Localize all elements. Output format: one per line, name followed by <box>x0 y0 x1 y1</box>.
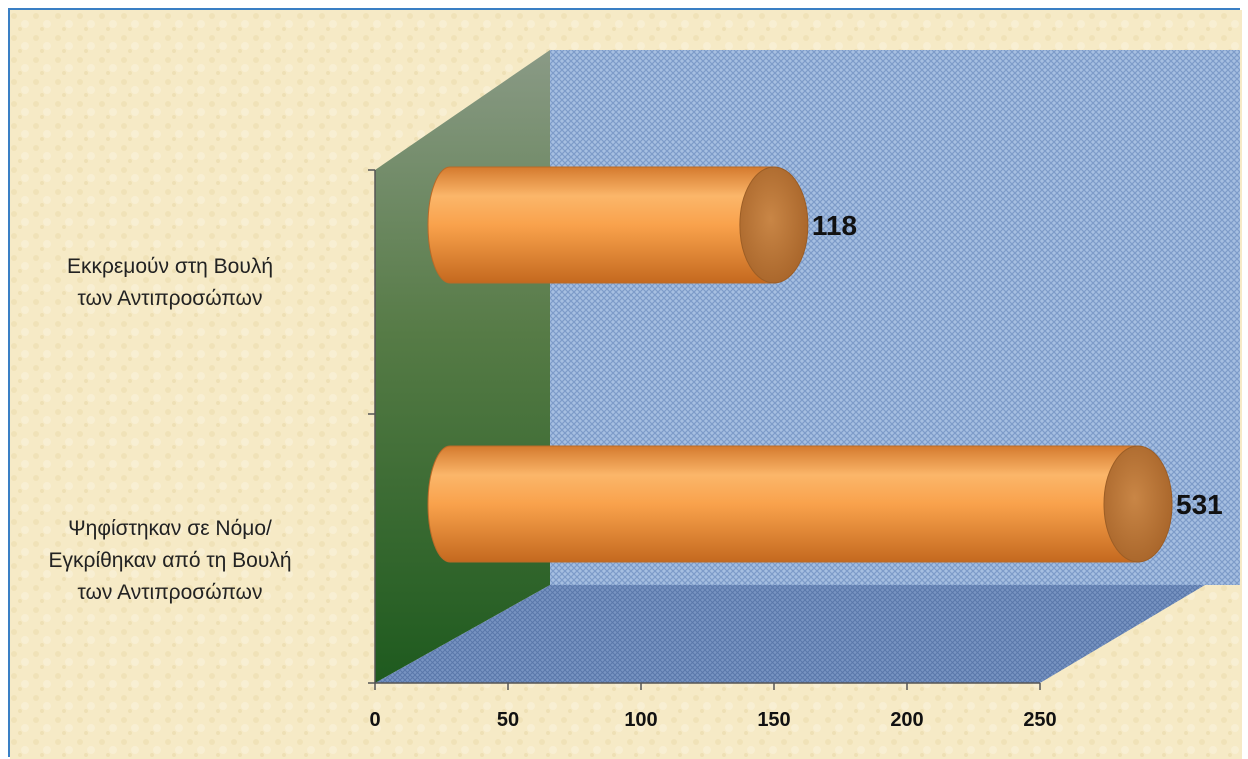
category-label-line: Ψηφίστηκαν σε Νόμο/ <box>68 517 272 540</box>
bar-end-cap <box>1103 445 1173 563</box>
data-label: 531 <box>1176 489 1223 520</box>
category-label-line: των Αντιπροσώπων <box>78 287 263 310</box>
category-label: Ψηφίστηκαν σε Νόμο/Εγκρίθηκαν από τη Βου… <box>49 517 292 604</box>
bar-0: 118 <box>427 166 857 284</box>
chart-frame: 0 50 100 150 200 250 118 531 Εκκρεμούν στη Βου… <box>8 8 1242 759</box>
x-tick-label: 100 <box>624 709 657 731</box>
x-tick-label: 250 <box>1023 709 1056 731</box>
data-label: 118 <box>812 210 857 241</box>
bar-1: 531 <box>427 445 1223 563</box>
x-axis-ticks: 0 50 100 150 200 250 <box>369 683 1057 731</box>
category-labels: Εκκρεμούν στη Βουλή των ΑντιπροσώπωνΨηφίσ… <box>49 255 292 604</box>
bars: 118 531 <box>427 166 1223 563</box>
x-tick-label: 0 <box>369 709 380 731</box>
category-label-line: Εκκρεμούν στη Βουλή <box>67 255 273 278</box>
category-label-line: των Αντιπροσώπων <box>78 581 263 604</box>
bar-chart: 0 50 100 150 200 250 118 531 Εκκρεμούν στη Βου… <box>10 10 1242 759</box>
bar-body <box>427 445 1161 563</box>
floor <box>375 585 1205 683</box>
category-label-line: Εγκρίθηκαν από τη Βουλή <box>49 549 292 572</box>
x-tick-label: 50 <box>497 709 519 731</box>
category-label: Εκκρεμούν στη Βουλή των Αντιπροσώπων <box>67 255 273 310</box>
bar-end-cap <box>739 166 809 284</box>
x-tick-label: 200 <box>890 709 923 731</box>
x-tick-label: 150 <box>757 709 790 731</box>
